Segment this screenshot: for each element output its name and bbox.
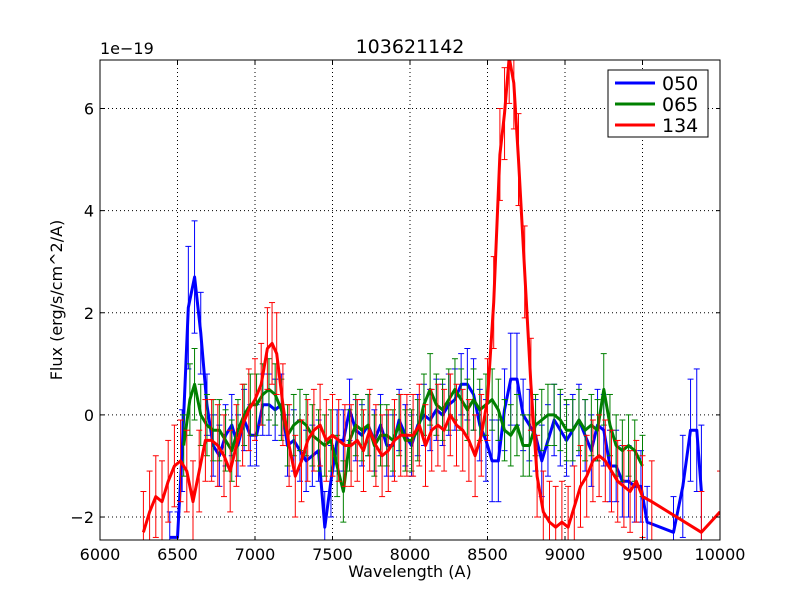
y-tick-label: −2	[70, 508, 94, 527]
x-tick-label: 7500	[312, 545, 353, 564]
y-tick-label: 4	[84, 202, 94, 221]
chart-title: 103621142	[356, 36, 465, 58]
x-tick-label: 9000	[545, 545, 586, 564]
x-tick-label: 7000	[235, 545, 276, 564]
x-tick-label: 8000	[390, 545, 431, 564]
x-tick-label: 6000	[80, 545, 121, 564]
legend-label-065: 065	[662, 94, 698, 116]
y-tick-label: 2	[84, 304, 94, 323]
series-line-065	[182, 382, 644, 493]
x-axis-label: Wavelength (A)	[348, 562, 471, 581]
y-axis-label: Flux (erg/s/cm^2/A)	[47, 220, 66, 381]
x-tick-label: 9500	[622, 545, 663, 564]
y-offset-label: 1e−19	[100, 39, 154, 58]
series-134	[140, 60, 720, 540]
series-line-134	[141, 60, 720, 534]
x-tick-label: 6500	[157, 545, 198, 564]
y-tick-label: 6	[84, 100, 94, 119]
axis-ticks: 6000 6500 7000 7500 8000 8500 9000 9500 10000 −2 0…	[70, 60, 745, 564]
legend-label-134: 134	[662, 115, 698, 137]
x-tick-label: 10000	[695, 545, 746, 564]
x-tick-label: 8500	[467, 545, 508, 564]
y-tick-label: 0	[84, 406, 94, 425]
legend-label-050: 050	[662, 73, 698, 95]
data-area	[140, 60, 720, 540]
